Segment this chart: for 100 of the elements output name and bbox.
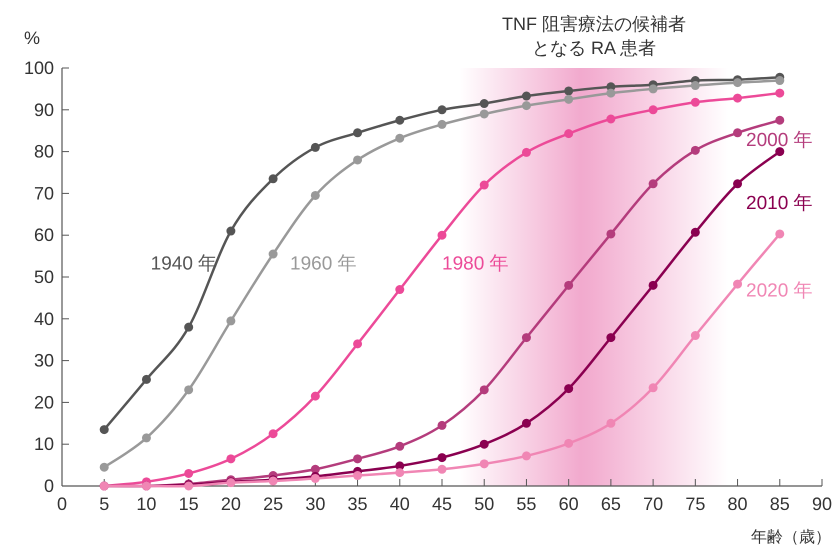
point [648, 383, 658, 392]
x-tick-label: 70 [643, 494, 664, 514]
x-tick-label: 35 [348, 494, 368, 514]
point [142, 374, 151, 384]
point [395, 442, 404, 451]
point [480, 459, 489, 468]
y-tick-label: 70 [34, 183, 54, 204]
point [226, 226, 236, 236]
x-axis-title: 年齢（歳） [751, 528, 831, 546]
point [480, 180, 489, 190]
point [438, 105, 446, 114]
x-tick-label: 80 [728, 494, 748, 514]
point [564, 280, 574, 290]
point [353, 155, 362, 164]
point [564, 129, 574, 138]
y-tick-label: 100 [24, 58, 54, 78]
y-tick-label: 10 [34, 434, 54, 454]
x-tick-label: 85 [770, 494, 790, 514]
point [606, 88, 616, 98]
point [522, 451, 531, 460]
point [775, 88, 784, 98]
point [438, 120, 446, 129]
x-tick-label: 30 [305, 494, 326, 514]
point [564, 86, 574, 96]
series-label: 1960 年 [290, 253, 357, 274]
y-tick-label: 60 [34, 225, 54, 246]
x-tick-label: 50 [474, 494, 494, 514]
point [438, 464, 446, 474]
point [395, 134, 404, 143]
point [226, 316, 236, 326]
series-label: 1980 年 [442, 253, 509, 274]
point [353, 454, 362, 464]
point [648, 179, 658, 188]
point [395, 285, 404, 294]
y-tick-label: 40 [34, 308, 54, 329]
point [310, 142, 320, 152]
point [353, 471, 362, 480]
y-tick-label: 0 [44, 476, 54, 496]
point [268, 250, 278, 259]
point [184, 468, 194, 478]
point [100, 425, 109, 434]
point [184, 385, 194, 394]
point [775, 147, 784, 156]
point [268, 174, 278, 184]
point [564, 94, 574, 104]
x-tick-label: 5 [99, 494, 110, 514]
point [480, 99, 489, 108]
point [480, 109, 489, 118]
y-tick-label: 80 [34, 142, 54, 162]
point [353, 128, 362, 138]
x-tick-label: 60 [558, 494, 579, 514]
point [353, 339, 362, 348]
x-tick-label: 40 [390, 494, 410, 514]
x-tick-label: 55 [516, 494, 536, 514]
series-label: 2020 年 [746, 280, 813, 302]
point [100, 462, 109, 472]
point [606, 114, 616, 124]
point [564, 384, 574, 394]
x-tick-label: 75 [685, 494, 706, 514]
point [184, 322, 194, 332]
x-tick-label: 65 [600, 494, 621, 514]
point [395, 116, 404, 125]
point [142, 433, 151, 442]
point [395, 468, 404, 478]
y-tick-label: 90 [34, 100, 54, 120]
x-tick-label: 0 [56, 494, 68, 514]
band-label: TNF 阻害療法の候補者となる RA 患者 [502, 14, 686, 58]
point [310, 190, 320, 200]
point [522, 92, 531, 101]
point [522, 148, 531, 157]
x-tick-label: 15 [178, 494, 199, 514]
point [226, 454, 236, 464]
y-tick-label: 30 [34, 350, 54, 371]
point [522, 101, 531, 110]
y-tick-label: 50 [34, 267, 54, 287]
point [648, 105, 658, 114]
point [733, 280, 742, 289]
point [606, 418, 616, 428]
point [775, 229, 784, 238]
point [310, 392, 320, 401]
point [690, 146, 700, 155]
point [438, 420, 446, 430]
point [480, 440, 489, 449]
x-tick-label: 90 [812, 494, 832, 514]
point [775, 76, 784, 86]
x-tick-label: 20 [220, 494, 241, 514]
point [648, 280, 658, 290]
point [438, 230, 446, 240]
point [733, 94, 742, 103]
y-tick-label: 20 [34, 392, 54, 412]
point [522, 418, 531, 428]
point [480, 385, 489, 394]
x-tick-label: 10 [136, 494, 156, 514]
point [690, 98, 700, 107]
point [690, 228, 700, 237]
point [564, 438, 574, 448]
point [606, 333, 616, 342]
y-axis-title: % [24, 28, 40, 48]
point [606, 229, 616, 238]
point [690, 331, 700, 340]
